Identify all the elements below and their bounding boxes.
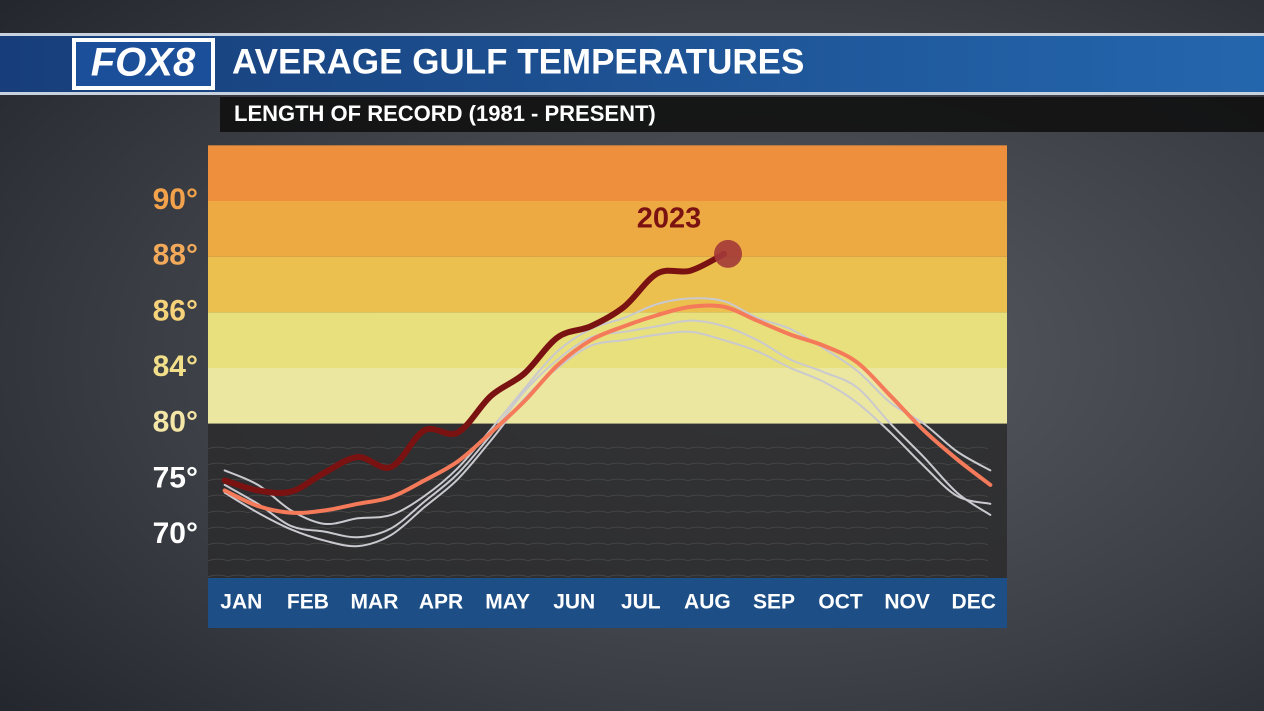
y-tick-label: 70° xyxy=(153,517,198,550)
x-tick-label: APR xyxy=(419,591,463,614)
x-axis-bar xyxy=(208,578,1007,628)
series-line xyxy=(223,297,992,526)
temp-band xyxy=(208,201,1007,257)
wave xyxy=(207,478,989,482)
x-tick-label: JUL xyxy=(621,591,661,614)
x-tick-label: OCT xyxy=(818,591,863,614)
y-tick-label: 86° xyxy=(153,294,198,327)
wave xyxy=(207,510,989,514)
temp-band xyxy=(208,312,1007,368)
x-tick-label: JUN xyxy=(553,591,595,614)
y-tick-label: 80° xyxy=(153,406,198,439)
wave xyxy=(207,558,989,562)
water-zone xyxy=(208,423,1007,578)
logo: FOX8 xyxy=(91,41,196,85)
end-marker xyxy=(714,239,743,268)
chart-subtitle: LENGTH OF RECORD (1981 - PRESENT) xyxy=(234,101,656,126)
x-tick-label: MAR xyxy=(351,591,399,614)
y-tick-label: 84° xyxy=(153,350,198,383)
x-tick-label: MAY xyxy=(485,591,530,614)
wave xyxy=(207,494,989,498)
series-line xyxy=(221,250,728,497)
x-tick-label: SEP xyxy=(753,591,795,614)
x-tick-label: FEB xyxy=(287,591,329,614)
series-line xyxy=(222,303,993,515)
x-tick-label: DEC xyxy=(952,591,996,614)
wave xyxy=(207,446,989,450)
x-tick-label: JAN xyxy=(220,591,262,614)
wave xyxy=(207,574,989,578)
temp-band xyxy=(208,145,1007,201)
chart-title: AVERAGE GULF TEMPERATURES xyxy=(232,42,804,81)
wave xyxy=(207,526,989,530)
x-tick-label: AUG xyxy=(684,591,731,614)
y-tick-label: 75° xyxy=(153,461,198,494)
logo-inner xyxy=(76,42,211,86)
series-line xyxy=(223,330,992,548)
temp-band xyxy=(208,368,1007,424)
title-bar-edge xyxy=(0,33,1264,36)
temp-band xyxy=(208,256,1007,313)
x-tick-label: NOV xyxy=(884,591,930,614)
subtitle-bar xyxy=(220,97,1264,132)
y-tick-label: 90° xyxy=(153,183,198,216)
title-bar-edge xyxy=(0,92,1264,95)
series-label: 2023 xyxy=(637,203,702,235)
y-tick-label: 88° xyxy=(153,239,198,272)
